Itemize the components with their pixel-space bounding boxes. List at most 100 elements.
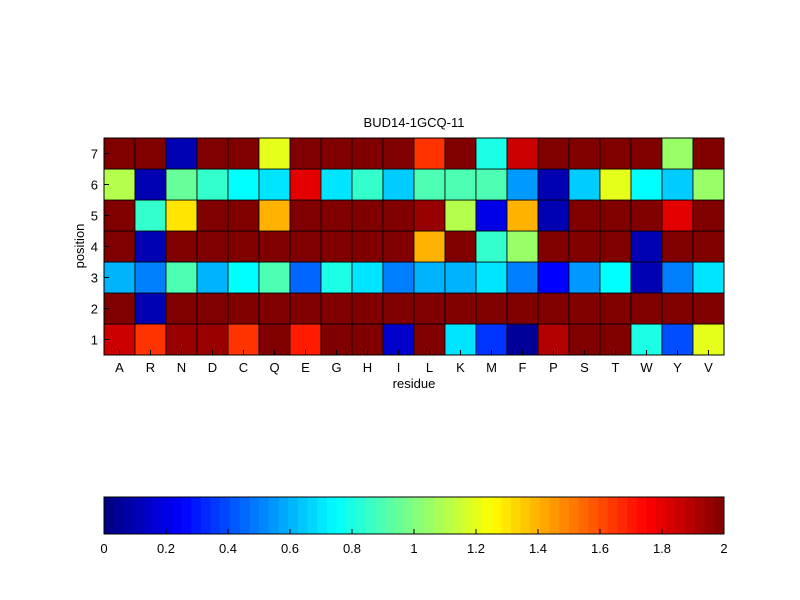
heatmap-cell [351, 168, 384, 201]
heatmap-cell [165, 199, 198, 232]
x-tick-label: E [301, 360, 310, 375]
colorbar-band [714, 497, 725, 534]
heatmap-cell [599, 323, 632, 356]
heatmap-cell [506, 199, 539, 232]
heatmap-cell [444, 292, 477, 325]
colorbar-band [423, 497, 434, 534]
heatmap-cell [413, 292, 446, 325]
colorbar-band [375, 497, 386, 534]
heatmap-cell [320, 261, 353, 294]
heatmap-cell [475, 230, 508, 263]
colorbar-tick-label: 1.4 [529, 541, 547, 556]
colorbar-band [239, 497, 250, 534]
colorbar-band [685, 497, 696, 534]
heatmap-cell [599, 230, 632, 263]
heatmap-cell [258, 137, 291, 170]
heatmap-cell [661, 261, 694, 294]
colorbar-band [443, 497, 454, 534]
y-tick-label: 7 [91, 147, 98, 162]
colorbar-band [472, 497, 483, 534]
colorbar-band [142, 497, 153, 534]
colorbar-band [539, 497, 551, 534]
heatmap-cell [537, 137, 570, 170]
heatmap-cell [506, 137, 539, 170]
colorbar-band [113, 497, 124, 534]
x-tick-label: Q [269, 360, 279, 375]
colorbar-band [220, 497, 231, 534]
colorbar-band [394, 497, 405, 534]
heatmap-cell [661, 199, 694, 232]
colorbar-band [588, 497, 599, 534]
x-tick-label: K [456, 360, 465, 375]
heatmap-cell [630, 323, 663, 356]
colorbar-tick-label: 0.6 [281, 541, 299, 556]
heatmap-cell [599, 199, 632, 232]
heatmap-cell [568, 168, 601, 201]
heatmap-cell [227, 261, 260, 294]
heatmap-cell [630, 199, 663, 232]
heatmap-cell [630, 230, 663, 263]
colorbar-tick-label: 0.4 [219, 541, 237, 556]
heatmap-cell [227, 230, 260, 263]
colorbar-band [656, 497, 667, 534]
heatmap-cell [692, 261, 725, 294]
x-tick-label: L [426, 360, 433, 375]
colorbar-band [288, 497, 299, 534]
colorbar-band [278, 497, 289, 534]
x-tick-label: T [612, 360, 620, 375]
heatmap-cell [320, 292, 353, 325]
colorbar-band [578, 497, 589, 534]
x-tick-label: A [115, 360, 124, 375]
colorbar-band [704, 497, 715, 534]
heatmap-cell [351, 199, 384, 232]
colorbar-tick-label: 1.8 [653, 541, 671, 556]
heatmap-cell [630, 168, 663, 201]
heatmap-cell [227, 292, 260, 325]
colorbar-band [162, 497, 173, 534]
heatmap-cell [351, 292, 384, 325]
colorbar-band [229, 497, 241, 534]
heatmap-cell [661, 168, 694, 201]
colorbar-band [326, 497, 337, 534]
colorbar-band [675, 497, 686, 534]
heatmap-cell [351, 230, 384, 263]
colorbar-band [104, 497, 115, 534]
heatmap-cell [165, 168, 198, 201]
heatmap-cell [444, 199, 477, 232]
heatmap-cell [537, 261, 570, 294]
heatmap-cell [661, 137, 694, 170]
heatmap-cell [134, 168, 167, 201]
heatmap-cell [258, 292, 291, 325]
colorbar-tick-label: 0 [100, 541, 107, 556]
heatmap-cell [134, 137, 167, 170]
heatmap-cell [258, 230, 291, 263]
y-tick-label: 1 [91, 333, 98, 348]
colorbar-band [384, 497, 396, 534]
heatmap-cell [165, 261, 198, 294]
colorbar-band [152, 497, 163, 534]
heatmap-cell [351, 323, 384, 356]
heatmap-cell [537, 292, 570, 325]
heatmap-cell [568, 261, 601, 294]
x-tick-label: G [331, 360, 341, 375]
y-axis-label: position [72, 224, 87, 269]
heatmap-cell [506, 292, 539, 325]
heatmap-cell [599, 137, 632, 170]
y-tick-labels: 1 2 3 4 5 6 7 [91, 147, 109, 348]
heatmap-cell [382, 137, 415, 170]
heatmap-cell [165, 230, 198, 263]
colorbar-band [559, 497, 570, 534]
heatmap-cell [692, 199, 725, 232]
heatmap-cell [475, 261, 508, 294]
heatmap-cell [568, 137, 601, 170]
colorbar-band [481, 497, 492, 534]
y-tick-label: 6 [91, 178, 98, 193]
colorbar-band [665, 497, 676, 534]
colorbar-band [181, 497, 192, 534]
heatmap-cell [289, 199, 322, 232]
heatmap-cell [630, 137, 663, 170]
colorbar-band [336, 497, 347, 534]
heatmap-cell [134, 261, 167, 294]
heatmap-cell [289, 168, 322, 201]
